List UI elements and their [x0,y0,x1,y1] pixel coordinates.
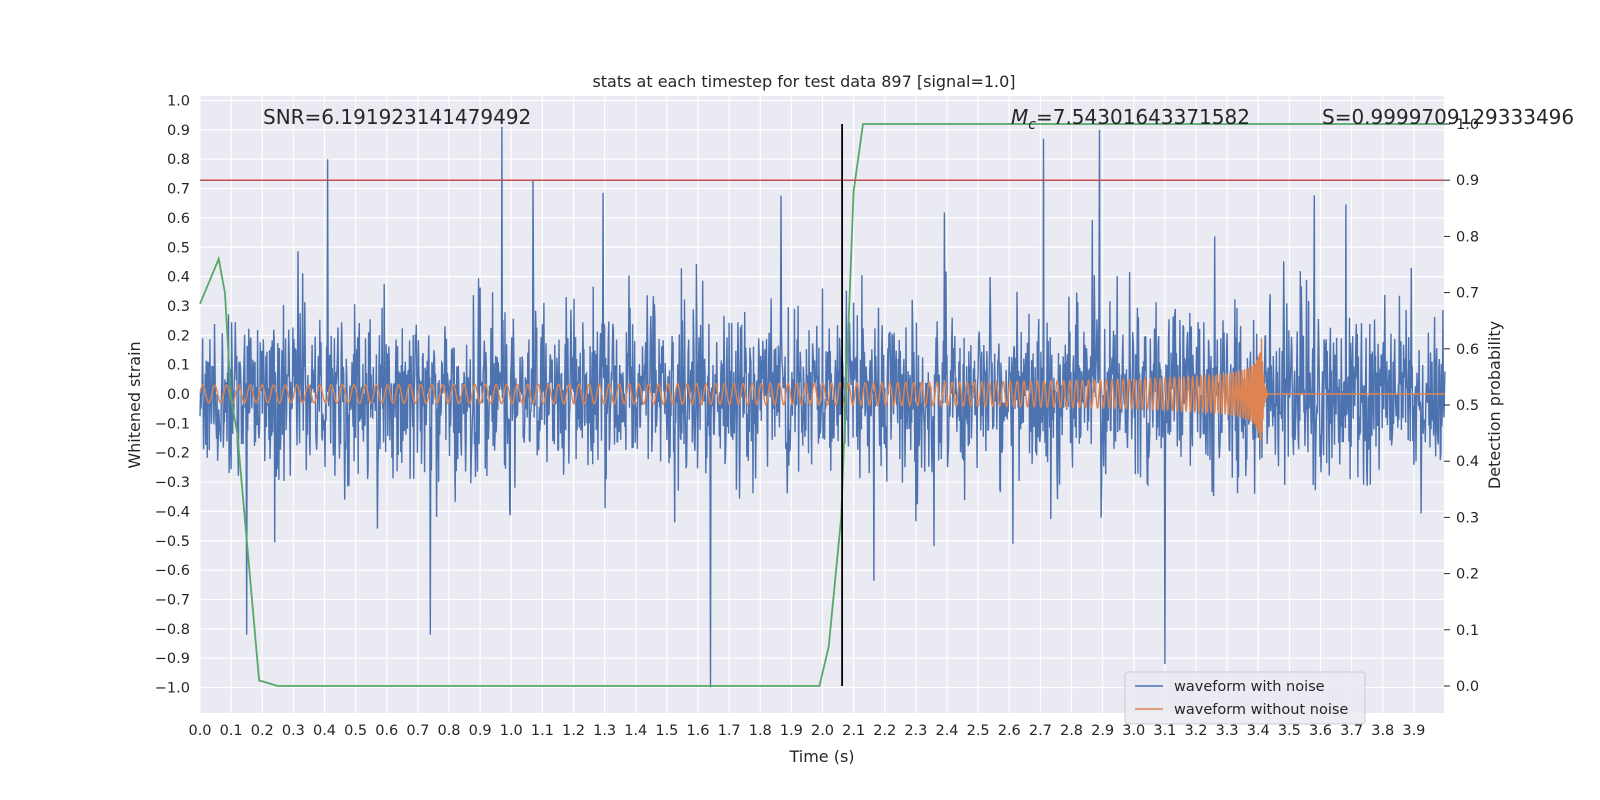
y2-tick-label: 0.0 [1456,679,1479,695]
y2-tick-label: 0.3 [1456,510,1479,526]
x-tick-label: 3.7 [1340,723,1363,739]
series-waveform-without-noise [199,338,1445,441]
x-tick-label: 2.7 [1029,723,1052,739]
noise-waveform-line [199,126,1446,688]
y-tick-label: 0.3 [167,299,190,315]
x-tick-label: 3.4 [1247,723,1270,739]
y2-tick-label: 0.2 [1456,567,1479,583]
y-tick-label: −0.7 [155,592,190,608]
y-tick-label: 0.6 [167,211,190,227]
y-tick-label: −0.4 [155,504,190,520]
x-tick-label: 1.2 [562,723,585,739]
y2-tick-label: 0.7 [1456,286,1479,302]
x-tick-label: 2.9 [1091,723,1114,739]
y-tick-label: 0.9 [167,123,190,139]
chart-title: stats at each timestep for test data 897… [592,72,1015,91]
x-axis-label: Time (s) [788,747,854,766]
x-tick-label: 3.0 [1122,723,1145,739]
snr-annotation: SNR=6.191923141479492 [263,105,531,129]
y-axis-ticks: 1.0 0.9 0.8 0.7 0.6 0.5 0.4 0.3 0.2 0.1 0.0 −0.1 −0.… [155,94,190,697]
x-tick-label: 2.0 [811,723,834,739]
x-tick-label: 3.5 [1278,723,1301,739]
y2-tick-label: 0.1 [1456,623,1479,639]
x-tick-label: 1.1 [531,723,554,739]
y2-tick-label: 0.4 [1456,454,1479,470]
y2-tick-label: 0.6 [1456,342,1479,358]
chirp-mass-annotation: Mc=7.54301643371582 [1011,105,1250,133]
x-tick-label: 2.3 [904,723,927,739]
y-tick-label: 0.4 [167,270,190,286]
y-tick-label: −0.1 [155,416,190,432]
x-tick-label: 0.4 [313,723,336,739]
y-tick-label: 0.7 [167,182,190,198]
x-tick-label: 1.3 [593,723,616,739]
y2-axis-label: Detection probability [1485,321,1504,489]
x-tick-label: 2.4 [935,723,958,739]
legend: waveform with noise waveform without noi… [1124,671,1366,725]
y-tick-label: 0.5 [167,240,190,256]
x-tick-label: 1.6 [686,723,709,739]
x-tick-label: 2.2 [873,723,896,739]
probability-line [199,123,1445,687]
x-tick-label: 3.3 [1216,723,1239,739]
y-tick-label: −0.2 [155,446,190,462]
x-tick-label: 2.8 [1060,723,1083,739]
y2-axis-ticks: 1.0 0.9 0.8 0.7 0.6 0.5 0.4 0.3 0.2 0.1 0.0 [1444,117,1479,695]
s-annotation: S=0.9999709129333496 [1322,105,1574,129]
x-tick-label: 3.2 [1184,723,1207,739]
clean-waveform-line [199,338,1445,441]
y-tick-label: 1.0 [167,94,190,110]
y2-tick-label: 1.0 [1456,117,1479,133]
x-axis-ticks: 0.0 0.1 0.2 0.3 0.4 0.5 0.6 0.7 0.8 0.9 1.0 1.1 1.2 1… [188,723,1425,739]
y-tick-label: −0.8 [155,622,190,638]
y-tick-label: −0.3 [155,475,190,491]
x-tick-label: 2.6 [998,723,1021,739]
series-waveform-with-noise [199,126,1446,688]
y-tick-label: −0.6 [155,563,190,579]
y-tick-label: −0.5 [155,534,190,550]
x-tick-label: 3.1 [1153,723,1176,739]
y-tick-label: −1.0 [155,681,190,697]
x-tick-label: 3.9 [1402,723,1425,739]
x-tick-label: 2.1 [842,723,865,739]
x-tick-label: 2.5 [967,723,990,739]
legend-label-clean: waveform without noise [1174,702,1348,718]
x-tick-label: 3.8 [1371,723,1394,739]
x-tick-label: 1.7 [718,723,741,739]
y-tick-label: −0.9 [155,651,190,667]
x-tick-label: 1.8 [749,723,772,739]
y-tick-label: 0.1 [167,358,190,374]
series-detection-probability [199,123,1445,687]
x-tick-label: 1.4 [624,723,647,739]
x-tick-label: 0.1 [220,723,243,739]
x-tick-label: 0.9 [469,723,492,739]
y2-tick-label: 0.8 [1456,229,1479,245]
y-axis-label: Whitened strain [125,341,144,468]
x-tick-label: 0.0 [188,723,211,739]
x-tick-label: 3.6 [1309,723,1332,739]
x-tick-label: 0.6 [375,723,398,739]
x-tick-label: 1.5 [655,723,678,739]
y-tick-label: 0.8 [167,152,190,168]
y2-tick-label: 0.9 [1456,173,1479,189]
y-tick-label: 0.0 [167,387,190,403]
legend-box [1124,671,1366,725]
legend-label-noise: waveform with noise [1174,679,1325,695]
x-tick-label: 0.7 [406,723,429,739]
x-tick-label: 0.5 [344,723,367,739]
x-tick-label: 1.9 [780,723,803,739]
y-tick-label: 0.2 [167,328,190,344]
x-tick-label: 1.0 [500,723,523,739]
x-tick-label: 0.2 [251,723,274,739]
y2-tick-label: 0.5 [1456,398,1479,414]
x-tick-label: 0.3 [282,723,305,739]
x-tick-label: 0.8 [437,723,460,739]
